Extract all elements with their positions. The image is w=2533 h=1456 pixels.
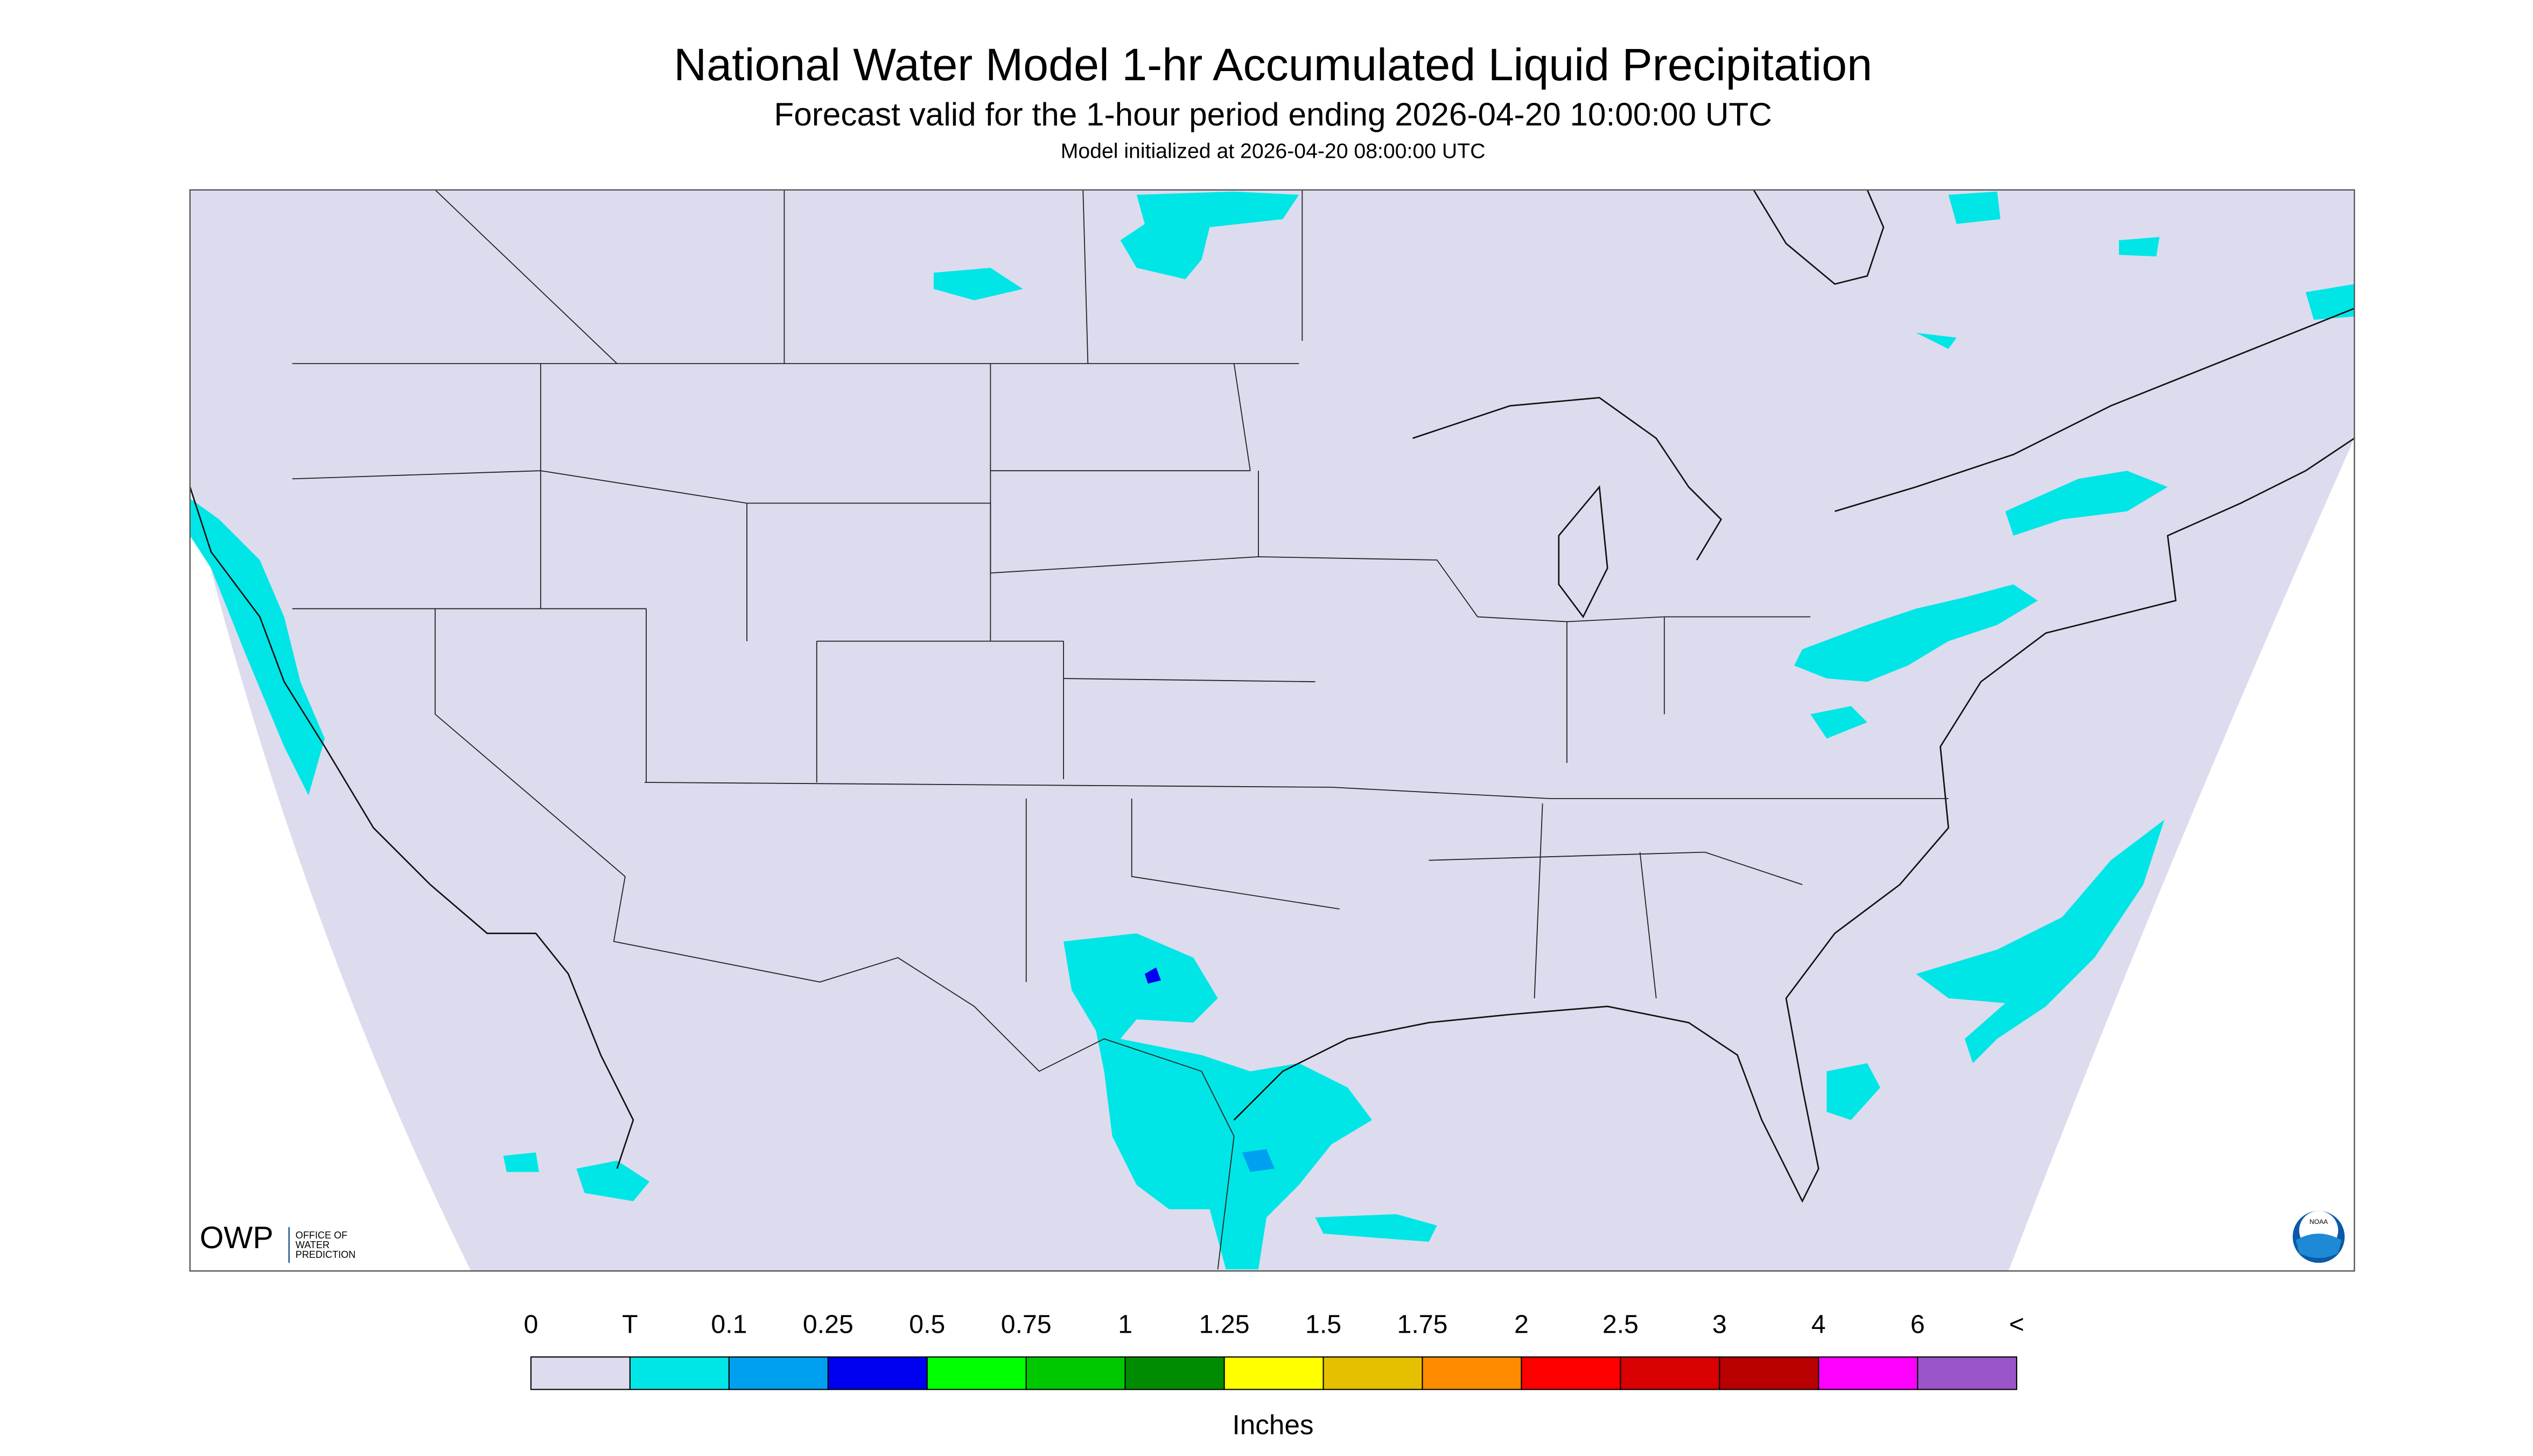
legend-label: 2	[1514, 1310, 1529, 1339]
legend-label: 0.5	[909, 1310, 945, 1339]
legend-label: 0.75	[1001, 1310, 1052, 1339]
borders	[189, 189, 2355, 1270]
legend-swatch	[1917, 1356, 2018, 1390]
owp-logo-text: OWP	[200, 1221, 274, 1255]
noaa-logo: NOAA	[2292, 1210, 2345, 1263]
legend-label: 6	[1911, 1310, 1925, 1339]
legend-swatch	[827, 1356, 928, 1390]
legend-swatch	[728, 1356, 829, 1390]
owp-logo-line: OFFICE OF	[296, 1230, 347, 1241]
map-domain	[190, 190, 2355, 1271]
legend-label: 0.1	[711, 1310, 747, 1339]
legend: 0 T 0.1 0.25 0.5 0.75 1 1.25 1.5 1.75 2 2.5 3 4 6 <	[524, 1310, 2024, 1390]
legend-swatch	[1223, 1356, 1324, 1390]
legend-swatch	[1323, 1356, 1423, 1390]
legend-label: T	[622, 1310, 638, 1339]
legend-swatch	[1124, 1356, 1225, 1390]
legend-swatch	[1620, 1356, 1720, 1390]
legend-label: 1.25	[1199, 1310, 1250, 1339]
legend-label: 1.75	[1397, 1310, 1448, 1339]
legend-label: <	[2009, 1310, 2024, 1339]
title: National Water Model 1-hr Accumulated Li…	[674, 39, 1872, 90]
legend-label: 1.5	[1305, 1310, 1341, 1339]
owp-logo-line: WATER	[296, 1240, 330, 1250]
precipitation	[190, 191, 2355, 1270]
subtitle: Forecast valid for the 1-hour period end…	[774, 96, 1772, 132]
legend-unit: Inches	[1233, 1409, 1314, 1440]
map-frame	[189, 189, 2355, 1272]
owp-logo: OWP OFFICE OF WATER PREDICTION	[200, 1221, 355, 1263]
legend-swatch	[926, 1356, 1027, 1390]
legend-swatch	[629, 1356, 730, 1390]
legend-label: 0	[524, 1310, 538, 1339]
map: OWP OFFICE OF WATER PREDICTION NOAA	[189, 189, 2355, 1272]
legend-label: 0.25	[803, 1310, 853, 1339]
owp-logo-line: PREDICTION	[296, 1249, 356, 1260]
legend-swatch	[1025, 1356, 1126, 1390]
legend-swatch	[1719, 1356, 1820, 1390]
legend-swatch	[530, 1356, 631, 1390]
legend-label: 1	[1118, 1310, 1132, 1339]
legend-swatch	[1521, 1356, 1621, 1390]
init-time: Model initialized at 2026-04-20 08:00:00…	[1061, 140, 1486, 163]
legend-label: 3	[1712, 1310, 1727, 1339]
legend-swatch	[1818, 1356, 1919, 1390]
legend-swatch	[1422, 1356, 1522, 1390]
legend-label: 2.5	[1603, 1310, 1639, 1339]
noaa-logo-text: NOAA	[2310, 1218, 2328, 1226]
legend-label: 4	[1811, 1310, 1826, 1339]
